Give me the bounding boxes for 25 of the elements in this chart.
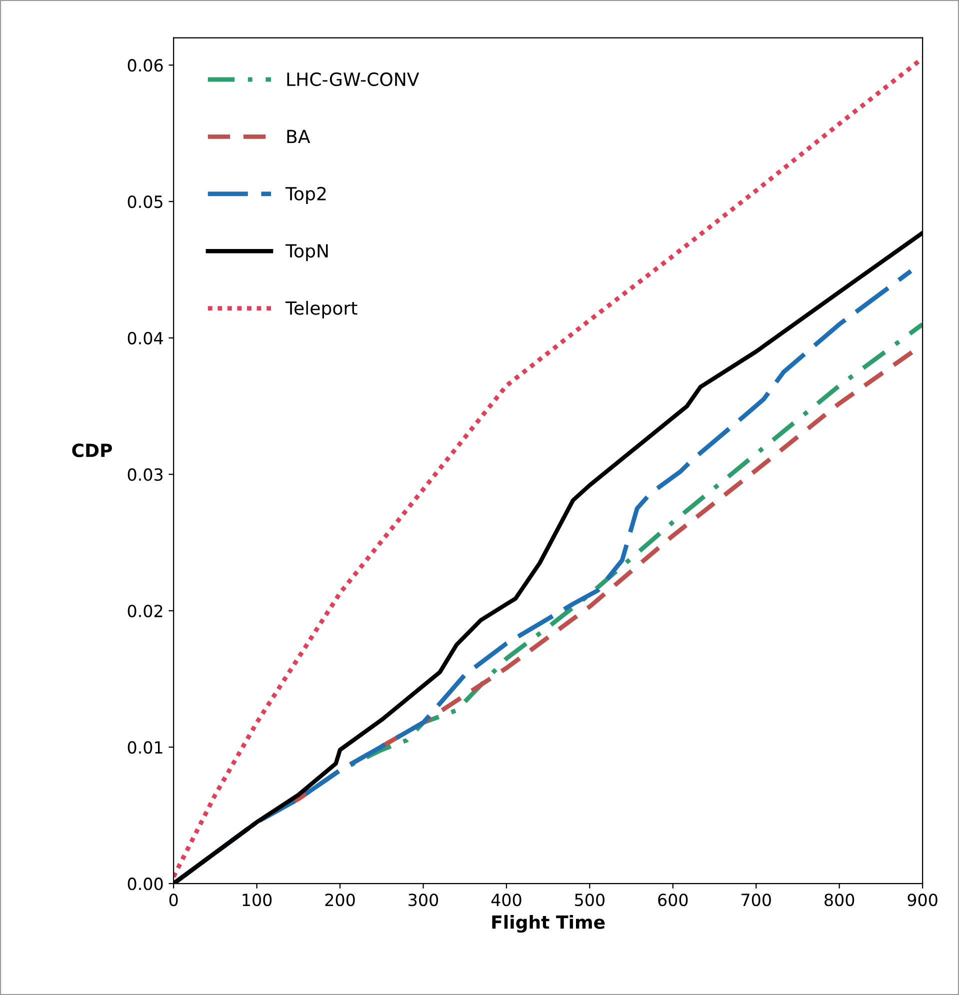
legend-label: LHC-GW-CONV (287, 72, 420, 86)
y-tick-label: 0.00 (128, 878, 163, 890)
x-tick-label: 200 (325, 894, 355, 906)
x-tick-label: 0 (169, 894, 178, 906)
y-tick-label: 0.03 (128, 468, 163, 481)
y-tick-label: 0.01 (128, 741, 162, 754)
y-axis-title: CDP (72, 444, 112, 458)
line-series (174, 56, 923, 879)
legend-label: Teleport (285, 300, 358, 318)
legend-label: TopN (285, 244, 328, 262)
x-tick-label: 100 (242, 894, 272, 906)
x-tick-label: 500 (575, 894, 604, 906)
x-tick-label: 600 (658, 894, 688, 906)
x-tick-label: 700 (742, 894, 771, 906)
y-tick-label: 0.02 (128, 604, 162, 618)
legend-label: BA (287, 130, 310, 144)
x-tick-label: 400 (491, 894, 522, 906)
x-tick-label: 300 (408, 894, 438, 906)
x-tick-label: 900 (908, 894, 938, 906)
legend-label: Top2 (285, 186, 326, 204)
x-axis-title: Flight Time (492, 914, 605, 933)
x-tick-label: 800 (824, 894, 854, 906)
y-tick-label: 0.06 (128, 59, 163, 72)
y-tick-label: 0.05 (128, 195, 162, 208)
y-tick-label: 0.04 (128, 332, 163, 344)
